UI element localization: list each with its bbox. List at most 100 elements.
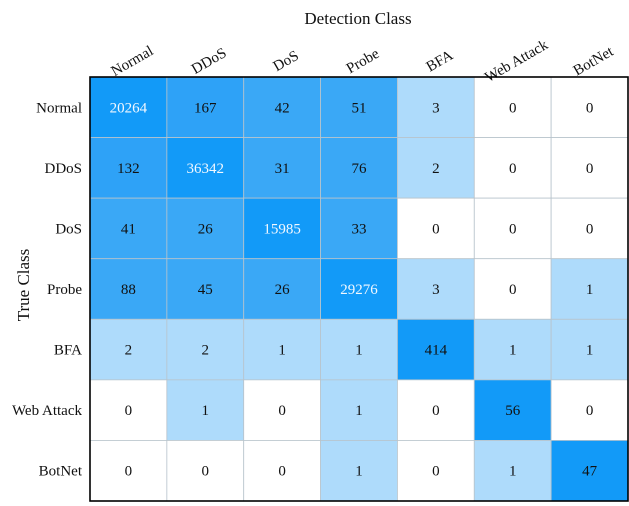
cell-value-label: 0 [509, 161, 517, 177]
cell-value-label: 1 [586, 282, 594, 298]
cell-value-label: 0 [586, 221, 594, 237]
cell-value-label: 132 [117, 161, 140, 177]
cell-value-label: 36342 [187, 161, 225, 177]
cell-value-label: 0 [278, 464, 286, 480]
heatmap-cell [397, 137, 475, 199]
row-tick-label: BFA [54, 343, 82, 359]
cell-value-label: 88 [121, 282, 136, 298]
heatmap-cell [320, 379, 398, 441]
cell-value-label: 29276 [340, 282, 378, 298]
cell-value-label: 1 [355, 343, 363, 359]
cell-value-label: 1 [278, 343, 286, 359]
x-axis-title: Detection Class [304, 9, 411, 28]
cell-value-label: 51 [352, 100, 367, 116]
cell-value-label: 3 [432, 282, 440, 298]
cell-value-label: 0 [586, 403, 594, 419]
cell-value-label: 0 [432, 464, 440, 480]
cell-value-label: 0 [202, 464, 210, 480]
cell-value-label: 1 [586, 343, 594, 359]
cell-value-label: 3 [432, 100, 440, 116]
row-tick-labels: Normal DDoS DoS Probe BFA Web Attack BotNet [12, 100, 83, 479]
cell-value-label: 0 [509, 100, 517, 116]
cell-value-label: 0 [278, 403, 286, 419]
heatmap-cell [550, 318, 629, 381]
heatmap-cell [550, 197, 629, 260]
heatmap-cell [243, 440, 321, 502]
heatmap-cell [166, 197, 245, 260]
row-tick-label: DDoS [44, 161, 82, 177]
heatmap-cell [550, 440, 629, 502]
cell-value-label: 0 [586, 100, 594, 116]
cell-value-label: 0 [125, 464, 133, 480]
cell-value-label: 1 [202, 403, 210, 419]
heatmap-cell [473, 258, 552, 320]
cell-value-label: 1 [509, 343, 517, 359]
cell-value-label: 42 [275, 100, 290, 116]
heatmap-cell [550, 258, 629, 320]
row-tick-label: Normal [36, 100, 82, 116]
heatmap-cell [473, 197, 552, 260]
cell-value-label: 0 [432, 403, 440, 419]
cell-value-label: 1 [355, 403, 363, 419]
heatmap-cell [397, 197, 475, 260]
cell-value-label: 33 [352, 221, 367, 237]
row-tick-label: Web Attack [12, 403, 83, 419]
heatmap-cell [550, 137, 629, 199]
heatmap-cell [166, 258, 245, 320]
cell-value-label: 2 [432, 161, 440, 177]
cell-value-label: 167 [194, 100, 217, 116]
heatmap-cell [320, 258, 398, 320]
cell-value-label: 414 [425, 343, 448, 359]
heatmap-cell [89, 258, 168, 320]
heatmap-cell [166, 76, 245, 138]
heatmap-cell [89, 379, 168, 441]
cell-value-label: 0 [432, 221, 440, 237]
cell-value-label: 15985 [263, 221, 301, 237]
cell-value-label: 26 [198, 221, 214, 237]
cell-value-label: 20264 [110, 100, 148, 116]
heatmap-cell [397, 379, 475, 441]
cell-value-label: 0 [125, 403, 133, 419]
heatmap-cell [473, 440, 552, 502]
matrix-border [89, 76, 629, 502]
heatmap-cell [320, 440, 398, 502]
heatmap-cell [320, 76, 398, 138]
cell-value-label: 45 [198, 282, 213, 298]
column-tick-label: BFA [424, 48, 456, 76]
row-tick-label: Probe [47, 282, 82, 298]
heatmap-cell [89, 440, 168, 502]
heatmap-cell [320, 197, 398, 260]
column-tick-label: Probe [344, 46, 383, 78]
column-tick-label: DDoS [189, 45, 229, 78]
cell-value-label: 0 [586, 161, 594, 177]
heatmap-cell [243, 197, 321, 260]
cell-value-label: 41 [121, 221, 136, 237]
heatmap-cell [397, 440, 475, 502]
heatmap-cell [550, 379, 629, 441]
cell-value-label: 0 [509, 282, 517, 298]
cell-value-label: 2 [125, 343, 133, 359]
cell-value-label: 47 [582, 464, 598, 480]
cell-value-label: 76 [352, 161, 368, 177]
cell-value-label: 56 [505, 403, 521, 419]
heatmap-cell [166, 379, 245, 441]
column-tick-label: BotNet [571, 43, 617, 79]
cell-value-label: 0 [509, 221, 517, 237]
cell-value-label: 1 [355, 464, 363, 480]
column-tick-label: Normal [109, 43, 157, 80]
heatmap-cell [397, 76, 475, 138]
heatmap-cell [243, 137, 321, 199]
heatmap-cell [89, 318, 168, 381]
cell-value-label: 2 [202, 343, 210, 359]
cell-value-label: 31 [275, 161, 290, 177]
cell-value-label: 26 [275, 282, 291, 298]
column-tick-label: DoS [271, 48, 302, 75]
row-tick-label: BotNet [39, 464, 83, 480]
row-tick-label: DoS [55, 221, 82, 237]
heatmap-cell [473, 76, 552, 138]
heatmap-cell [243, 379, 321, 441]
heatmap-cell [89, 76, 168, 138]
heatmap-cell [243, 318, 321, 381]
